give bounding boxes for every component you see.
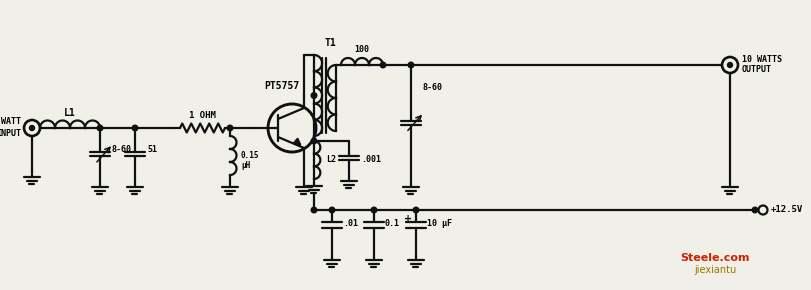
Text: 0.1: 0.1 — [384, 220, 400, 229]
Circle shape — [311, 93, 316, 98]
Circle shape — [311, 138, 316, 144]
Text: L2: L2 — [325, 155, 336, 164]
Text: +12.5V: +12.5V — [770, 206, 802, 215]
Text: OUTPUT: OUTPUT — [741, 66, 771, 75]
Text: μH: μH — [241, 162, 250, 171]
Text: 0.15: 0.15 — [241, 151, 260, 160]
Text: +: + — [403, 214, 411, 224]
Text: jiexiantu: jiexiantu — [693, 265, 736, 275]
Text: T1: T1 — [324, 38, 337, 48]
Circle shape — [371, 207, 376, 213]
Circle shape — [413, 207, 418, 213]
Circle shape — [132, 125, 138, 131]
Circle shape — [328, 207, 334, 213]
Text: .01: .01 — [342, 220, 358, 229]
Circle shape — [727, 63, 732, 68]
Circle shape — [380, 62, 385, 68]
Text: L1: L1 — [64, 108, 75, 118]
Text: 1 WATT: 1 WATT — [0, 117, 21, 126]
Circle shape — [408, 62, 414, 68]
Circle shape — [751, 207, 757, 213]
Text: 8-60: 8-60 — [423, 82, 443, 92]
Circle shape — [227, 125, 233, 131]
Text: 10 WATTS: 10 WATTS — [741, 55, 781, 64]
Text: PT5757: PT5757 — [264, 81, 299, 91]
Circle shape — [29, 126, 34, 130]
Text: INPUT: INPUT — [0, 128, 21, 137]
Text: 51: 51 — [147, 146, 157, 155]
Text: 100: 100 — [354, 46, 369, 55]
Text: Steele.com: Steele.com — [680, 253, 749, 263]
Text: .001: .001 — [361, 155, 380, 164]
Text: 10 μF: 10 μF — [427, 220, 452, 229]
Text: 1 OHM: 1 OHM — [189, 110, 216, 119]
Circle shape — [97, 125, 103, 131]
Text: 8-60: 8-60 — [112, 146, 132, 155]
Circle shape — [311, 207, 316, 213]
